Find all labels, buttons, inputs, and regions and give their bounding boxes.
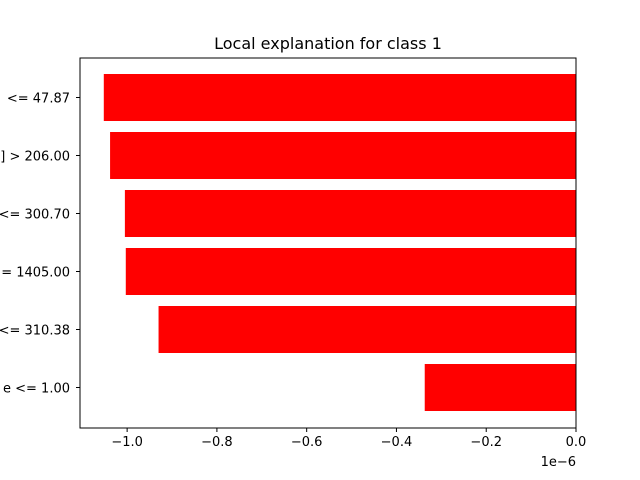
bar-2: [124, 190, 577, 237]
chart-title: Local explanation for class 1: [214, 34, 442, 53]
x-tick-label-1: −0.8: [201, 435, 233, 450]
y-tick-label-1: ] > 206.00: [0, 150, 70, 165]
y-tick-label-4: <= 310.38: [0, 324, 70, 339]
y-tick-label-3: = 1405.00: [1, 266, 70, 281]
x-tick-label-2: −0.6: [291, 435, 323, 450]
y-tick-label-2: <= 300.70: [0, 208, 70, 223]
x-axis: −1.0 −0.8 −0.6 −0.4 −0.2 0.0: [111, 428, 586, 450]
x-tick-label-3: −0.4: [381, 435, 413, 450]
bar-4: [158, 306, 576, 353]
bar-1: [110, 132, 576, 179]
x-offset-label: 1e−6: [541, 455, 576, 470]
x-tick-label-0: −1.0: [111, 435, 143, 450]
bar-3: [125, 248, 577, 295]
bar-0: [103, 74, 577, 121]
x-tick-label-5: 0.0: [566, 435, 587, 450]
plot-frame: [79, 57, 577, 429]
x-tick-label-4: −0.2: [470, 435, 502, 450]
y-axis: <= 47.87 ] > 206.00 <= 300.70 = 1405.00 <= 3…: [0, 92, 80, 397]
y-tick-label-0: <= 47.87: [7, 92, 70, 107]
bar-5: [424, 364, 576, 411]
y-tick-label-5: e <= 1.00: [3, 382, 70, 397]
bars-group: [103, 74, 577, 411]
